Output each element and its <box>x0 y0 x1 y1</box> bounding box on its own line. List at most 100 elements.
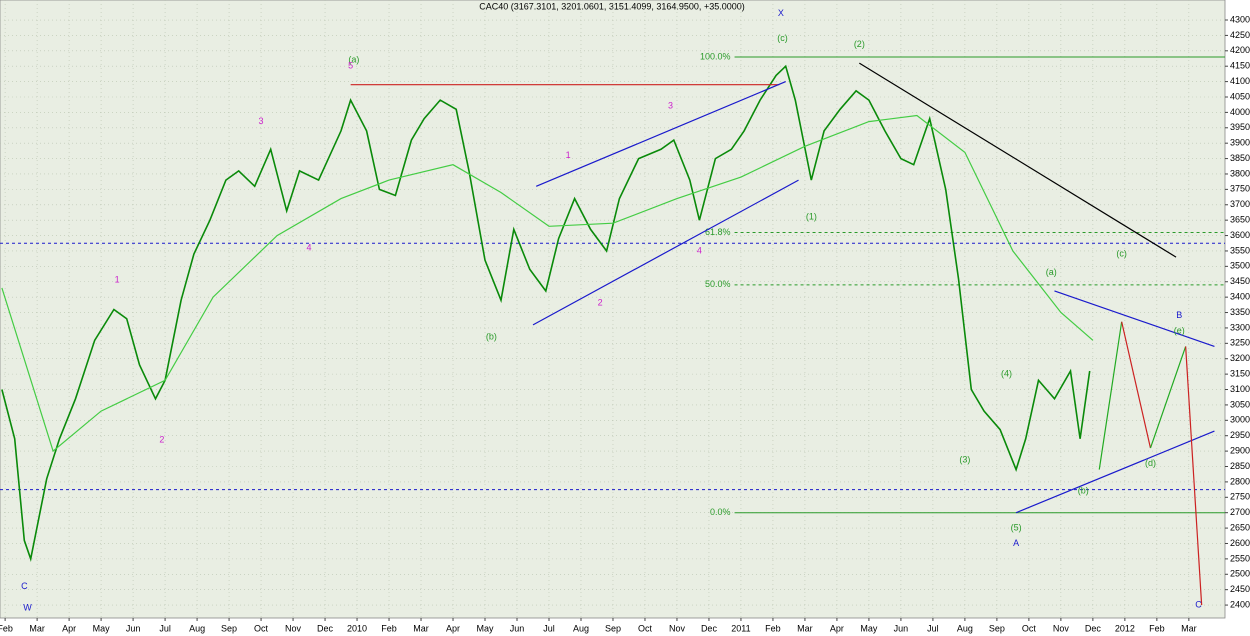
y-tick-label: 2450 <box>1230 584 1250 594</box>
y-tick-label: 3200 <box>1230 353 1250 363</box>
wave-label: (b) <box>1078 486 1089 496</box>
trend-line <box>1015 430 1215 514</box>
x-tick-label: Mar <box>413 623 429 633</box>
wave-label: (a) <box>1046 267 1057 277</box>
level-label: 100.0% <box>700 51 731 61</box>
y-tick-label: 3000 <box>1230 415 1250 425</box>
x-tick-label: Aug <box>957 623 973 633</box>
y-tick-label: 2700 <box>1230 507 1250 517</box>
x-tick-label: Jun <box>894 623 909 633</box>
x-tick-label: May <box>477 623 495 633</box>
wave-label: 5 <box>348 61 353 71</box>
y-tick-label: 3900 <box>1230 138 1250 148</box>
trend-line <box>1098 321 1123 470</box>
wave-label: (3) <box>959 455 970 465</box>
wave-label: 1 <box>566 150 571 160</box>
wave-label: 3 <box>668 101 673 111</box>
wave-label: C <box>21 581 28 591</box>
x-tick-label: Apr <box>446 623 460 633</box>
y-tick-label: 3150 <box>1230 369 1250 379</box>
y-tick-label: 4000 <box>1230 107 1250 117</box>
y-tick-label: 4200 <box>1230 45 1250 55</box>
wave-label: (5) <box>1011 522 1022 532</box>
wave-label: (e) <box>1174 325 1185 335</box>
wave-label: 4 <box>307 242 312 252</box>
wave-label: (a) <box>348 54 359 64</box>
y-tick-label: 4100 <box>1230 76 1250 86</box>
level-label: 61.8% <box>705 227 731 237</box>
y-tick-label: 2850 <box>1230 461 1250 471</box>
y-tick-label: 4250 <box>1230 30 1250 40</box>
x-tick-label: Oct <box>1022 623 1037 633</box>
x-tick-label: Feb <box>765 623 781 633</box>
trend-line <box>1185 346 1203 606</box>
x-tick-label: Nov <box>285 623 302 633</box>
y-tick-label: 2800 <box>1230 476 1250 486</box>
wave-label: B <box>1176 310 1182 320</box>
x-tick-label: Apr <box>830 623 844 633</box>
x-tick-label: Mar <box>797 623 813 633</box>
x-tick-label: Feb <box>0 623 13 633</box>
y-tick-label: 2750 <box>1230 492 1250 502</box>
trend-line <box>1054 290 1215 347</box>
level-label: 0.0% <box>710 507 731 517</box>
trend-line <box>859 62 1177 258</box>
x-tick-label: 2010 <box>347 623 367 633</box>
y-tick-label: 3950 <box>1230 122 1250 132</box>
x-tick-label: Sep <box>221 623 237 633</box>
y-tick-label: 2950 <box>1230 430 1250 440</box>
plot-area <box>0 0 1226 619</box>
y-tick-label: 2650 <box>1230 522 1250 532</box>
x-tick-label: Apr <box>62 623 76 633</box>
wave-label: (2) <box>854 39 865 49</box>
y-tick-label: 3600 <box>1230 230 1250 240</box>
wave-label: 2 <box>598 298 603 308</box>
wave-label: (c) <box>1116 248 1127 258</box>
wave-label: 2 <box>159 435 164 445</box>
x-tick-label: Dec <box>1085 623 1102 633</box>
x-tick-label: Aug <box>573 623 589 633</box>
y-tick-label: 3350 <box>1230 307 1250 317</box>
x-tick-label: Oct <box>638 623 653 633</box>
x-tick-label: Mar <box>1181 623 1197 633</box>
wave-label: C <box>1195 599 1202 609</box>
wave-label: 1 <box>115 275 120 285</box>
y-tick-label: 3400 <box>1230 292 1250 302</box>
x-tick-label: Dec <box>317 623 334 633</box>
x-tick-label: 2011 <box>731 623 750 633</box>
trend-line <box>535 81 786 187</box>
x-tick-label: Aug <box>189 623 205 633</box>
x-tick-label: May <box>93 623 111 633</box>
x-tick-label: Jul <box>927 623 939 633</box>
x-tick-label: Sep <box>605 623 621 633</box>
series-line <box>1 64 1091 562</box>
x-tick-label: Jun <box>510 623 525 633</box>
y-tick-label: 4050 <box>1230 91 1250 101</box>
y-tick-label: 3700 <box>1230 199 1250 209</box>
y-tick-label: 3800 <box>1230 168 1250 178</box>
wave-label: A <box>1013 538 1019 548</box>
x-tick-label: Feb <box>1149 623 1165 633</box>
wave-label: W <box>23 603 32 613</box>
y-tick-label: 4300 <box>1230 14 1250 24</box>
y-tick-label: 4150 <box>1230 61 1250 71</box>
x-tick-label: Jun <box>126 623 141 633</box>
x-tick-label: Nov <box>1053 623 1070 633</box>
y-tick-label: 3300 <box>1230 322 1250 332</box>
x-tick-label: Oct <box>254 623 269 633</box>
wave-label: 3 <box>259 116 264 126</box>
y-tick-label: 3250 <box>1230 338 1250 348</box>
y-tick-label: 3500 <box>1230 261 1250 271</box>
trend-line <box>532 179 799 326</box>
y-tick-label: 3850 <box>1230 153 1250 163</box>
trend-line <box>1149 346 1187 449</box>
y-tick-label: 2400 <box>1230 599 1250 609</box>
wave-label: X <box>778 8 784 18</box>
wave-label: (4) <box>1001 369 1012 379</box>
x-tick-label: Dec <box>701 623 718 633</box>
x-tick-label: Jul <box>543 623 555 633</box>
x-tick-label: Mar <box>29 623 45 633</box>
wave-label: 4 <box>697 245 702 255</box>
y-tick-label: 3100 <box>1230 384 1250 394</box>
